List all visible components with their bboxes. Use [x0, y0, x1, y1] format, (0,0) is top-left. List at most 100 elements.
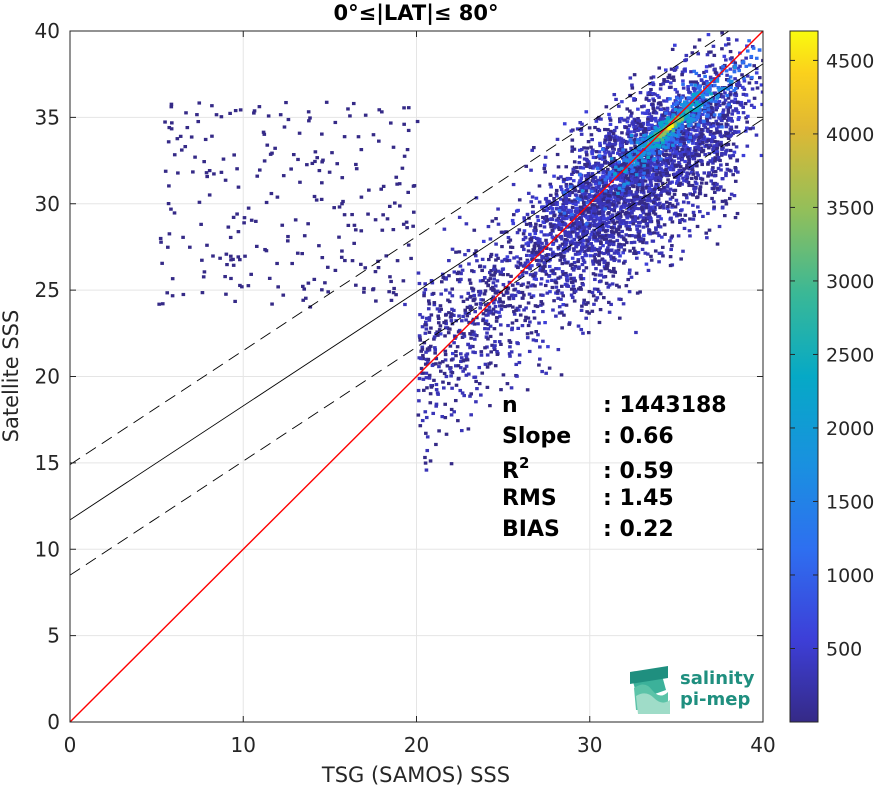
- density-cell: [555, 152, 560, 157]
- density-cell: [665, 185, 670, 189]
- density-cell: [456, 278, 460, 282]
- density-cell: [531, 204, 535, 209]
- density-cell: [493, 340, 497, 344]
- density-cell: [681, 82, 685, 86]
- density-cell: [570, 230, 575, 234]
- density-cell: [603, 127, 607, 132]
- density-cell: [482, 265, 487, 269]
- density-cell: [464, 364, 469, 368]
- density-cell: [464, 318, 468, 322]
- density-cell: [562, 313, 566, 317]
- density-cell: [340, 249, 344, 253]
- density-cell: [352, 241, 356, 245]
- density-cell: [436, 392, 440, 396]
- density-cell: [590, 208, 594, 212]
- density-cell: [302, 287, 307, 291]
- density-cell: [528, 273, 533, 277]
- density-cell: [601, 244, 605, 248]
- density-cell: [620, 150, 624, 154]
- density-cell: [468, 394, 472, 398]
- density-cell: [281, 174, 286, 178]
- density-cell: [693, 87, 698, 91]
- density-cell: [548, 211, 553, 215]
- density-cell: [728, 49, 733, 54]
- density-cell: [646, 117, 650, 121]
- density-cell: [599, 215, 604, 220]
- density-cell: [385, 217, 390, 221]
- density-cell: [176, 171, 180, 175]
- density-cell: [601, 174, 605, 178]
- density-cell: [530, 264, 534, 268]
- density-cell: [571, 167, 576, 171]
- density-cell: [654, 197, 659, 201]
- density-cell: [721, 95, 725, 99]
- density-cell: [547, 366, 552, 370]
- density-cell: [597, 280, 602, 284]
- density-cell: [666, 145, 670, 149]
- density-cell: [541, 215, 545, 220]
- density-cell: [640, 174, 645, 178]
- density-cell: [709, 77, 713, 81]
- density-cell: [554, 239, 559, 243]
- density-cell: [636, 126, 640, 130]
- density-cell: [725, 93, 729, 98]
- density-cell: [188, 245, 192, 249]
- density-cell: [651, 192, 656, 196]
- density-cell: [734, 169, 738, 173]
- density-cell: [597, 320, 602, 325]
- density-cell: [508, 250, 513, 255]
- density-cell: [478, 279, 483, 283]
- density-cell: [625, 107, 630, 111]
- density-cell: [481, 298, 485, 302]
- density-cell: [531, 210, 535, 214]
- density-cell: [489, 269, 493, 273]
- density-cell: [717, 116, 721, 120]
- density-cell: [580, 225, 585, 229]
- density-cell: [741, 105, 745, 109]
- density-cell: [668, 187, 673, 191]
- density-cell: [643, 130, 647, 134]
- density-cell: [511, 296, 516, 301]
- density-cell: [348, 114, 352, 118]
- density-cell: [555, 290, 560, 294]
- density-cell: [459, 366, 463, 370]
- density-cell: [691, 86, 696, 90]
- density-cell: [645, 171, 650, 175]
- density-cell: [654, 151, 659, 155]
- y-tick-label: 30: [35, 192, 60, 216]
- density-cell: [439, 307, 443, 311]
- density-cell: [506, 240, 511, 244]
- density-cell: [658, 205, 662, 210]
- density-cell: [587, 164, 592, 169]
- density-cell: [443, 349, 448, 353]
- density-cell: [573, 193, 578, 197]
- density-cell: [489, 361, 493, 365]
- density-cell: [594, 180, 598, 184]
- density-cell: [712, 53, 717, 58]
- density-cell: [729, 79, 734, 83]
- density-cell: [545, 246, 549, 251]
- density-cell: [572, 247, 576, 251]
- density-cell: [648, 179, 653, 183]
- density-cell: [646, 174, 651, 178]
- density-cell: [710, 99, 714, 103]
- density-cell: [678, 153, 683, 157]
- density-cell: [558, 235, 563, 239]
- density-cell: [667, 111, 671, 116]
- density-cell: [649, 193, 653, 197]
- density-cell: [633, 163, 637, 167]
- density-cell: [654, 165, 658, 169]
- density-cell: [442, 227, 447, 231]
- density-cell: [653, 195, 658, 199]
- density-cell: [678, 213, 683, 217]
- density-cell: [626, 181, 630, 185]
- density-cell: [507, 352, 512, 356]
- density-cell: [577, 148, 582, 152]
- density-cell: [557, 209, 562, 213]
- density-cell: [624, 125, 629, 130]
- density-cell: [550, 269, 555, 273]
- density-cell: [434, 357, 439, 361]
- density-cell: [409, 256, 413, 261]
- density-cell: [711, 134, 716, 138]
- density-cell: [479, 350, 484, 354]
